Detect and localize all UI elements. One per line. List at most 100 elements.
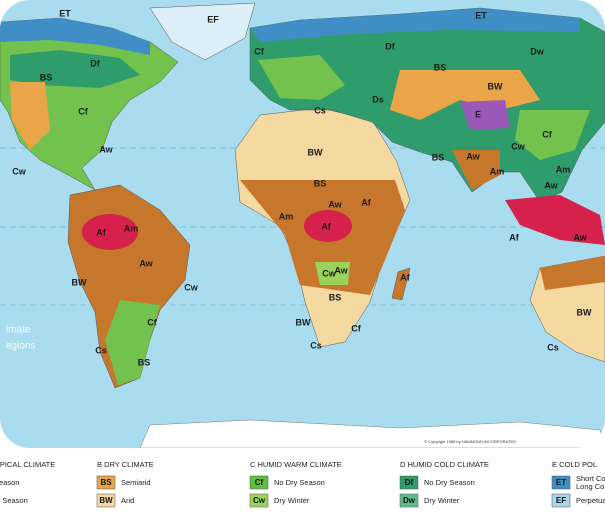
india: [452, 150, 500, 190]
legend-text: Semiarid: [121, 478, 151, 487]
legend-swatch: [96, 493, 116, 508]
climate-label: BS: [314, 178, 327, 188]
madagascar: [391, 267, 411, 301]
legend-code: Dw: [403, 496, 416, 505]
taiga-na: [10, 50, 140, 88]
legend-text: Season: [0, 478, 19, 487]
north-australia: [540, 256, 605, 290]
climate-label: BS: [40, 72, 53, 82]
climate-label: Cw: [12, 166, 26, 176]
map-title: imate: [6, 325, 31, 336]
europe: [258, 55, 345, 100]
climate-label: Df: [90, 58, 100, 68]
tundra-eurasia: [250, 8, 580, 42]
climate-label: BW: [296, 317, 311, 327]
legend-swatch: [551, 493, 571, 508]
climate-label: Aw: [99, 144, 113, 154]
climate-label: Am: [556, 164, 571, 174]
climate-label: BW: [308, 147, 323, 157]
climate-label: BS: [434, 62, 447, 72]
legend-swatch: [249, 475, 269, 490]
climate-label: Af: [321, 221, 331, 231]
climate-label: ET: [475, 10, 487, 20]
climate-label: Aw: [139, 258, 153, 268]
climate-label: BS: [329, 292, 342, 302]
climate-label: Cf: [542, 129, 552, 139]
climate-label: Af: [509, 232, 519, 242]
climate-label: Dw: [530, 46, 544, 56]
climate-label: Cs: [310, 340, 322, 350]
legend-text: ry Season: [0, 496, 28, 505]
climate-label: Am: [279, 211, 294, 221]
legend-code: ET: [556, 478, 566, 487]
climate-label: BW: [72, 277, 87, 287]
climate-label: Cs: [547, 342, 559, 352]
legend-heading: C HUMID WARM CLIMATE: [250, 460, 342, 469]
rainforest-africa: [304, 210, 352, 242]
climate-label: Aw: [334, 265, 348, 275]
east-asia: [515, 110, 590, 160]
highland-asia: [460, 100, 510, 130]
climate-label: Cf: [78, 106, 88, 116]
climate-label: EF: [207, 14, 219, 24]
climate-label: BW: [488, 81, 503, 91]
legend-code: Df: [405, 478, 414, 487]
climate-label: Am: [490, 166, 505, 176]
dry-na: [10, 82, 50, 150]
copyright: © Copyright 1985 by HAMMOND INCORPORATED: [424, 439, 516, 444]
tundra-na: [0, 18, 150, 55]
legend-text: Short Co: [576, 474, 605, 483]
legend-text: No Dry Season: [274, 478, 325, 487]
legend-heading: E COLD POL: [552, 460, 597, 469]
legend-heading: OPICAL CLIMATE: [0, 460, 55, 469]
legend-swatch: [399, 475, 419, 490]
legend-heading: D HUMID COLD CLIMATE: [400, 460, 489, 469]
climate-label: BW: [577, 307, 592, 317]
climate-label: Cw: [184, 282, 198, 292]
legend-code: BW: [99, 496, 113, 505]
climate-label: BS: [432, 152, 445, 162]
legend-swatch: [399, 493, 419, 508]
legend-text: Dry Winter: [424, 496, 460, 505]
legend-text: Perpetua: [576, 496, 605, 505]
rainforest-sa: [82, 214, 138, 250]
legend-code: BS: [100, 478, 112, 487]
climate-label: BS: [138, 357, 151, 367]
climate-label: Cw: [511, 141, 525, 151]
climate-label: Aw: [328, 199, 342, 209]
legend-code: EF: [556, 496, 566, 505]
climate-label: Aw: [466, 151, 480, 161]
climate-label: Aw: [573, 232, 587, 242]
climate-label: Df: [385, 41, 395, 51]
climate-label: Af: [361, 197, 371, 207]
temperate-sa: [105, 300, 160, 385]
legend-swatch: [249, 493, 269, 508]
climate-label: Cf: [147, 317, 157, 327]
indonesia: [505, 195, 605, 245]
legend-text: Long Col: [576, 482, 605, 491]
climate-label: Am: [124, 223, 139, 233]
climate-label: ET: [59, 8, 71, 18]
climate-label: Af: [400, 272, 410, 282]
climate-label: Cw: [322, 268, 336, 278]
cw-africa: [315, 262, 350, 285]
legend-swatch: [96, 475, 116, 490]
legend-text: Arid: [121, 496, 134, 505]
climate-label: Cs: [95, 345, 107, 355]
climate-label: Cs: [314, 105, 326, 115]
climate-label: Af: [96, 227, 106, 237]
climate-label: E: [475, 109, 481, 119]
legend-text: No Dry Season: [424, 478, 475, 487]
legend: OPICAL CLIMATE Season ry Season B DRY CLIMA…: [0, 460, 605, 508]
legend-text: Dry Winter: [274, 496, 310, 505]
greenland: [149, 2, 256, 61]
climate-label: Cf: [351, 323, 361, 333]
climate-label: Cf: [254, 46, 264, 56]
legend-code: Cf: [255, 478, 264, 487]
legend-code: Cw: [253, 496, 266, 505]
climate-label: Aw: [544, 180, 558, 190]
legend-heading: B DRY CLIMATE: [97, 460, 154, 469]
